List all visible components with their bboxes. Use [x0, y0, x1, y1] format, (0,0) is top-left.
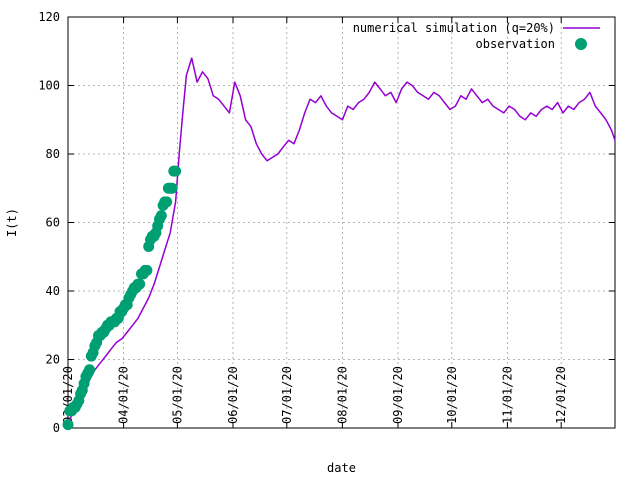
y-axis-label: I(t) — [5, 208, 19, 237]
observation-point — [62, 419, 74, 431]
grid — [68, 17, 615, 428]
observation-point — [170, 165, 182, 177]
x-tick-label: 10/01/20 — [445, 366, 459, 424]
series-line-simulation — [67, 57, 616, 425]
x-tick-label: 06/01/20 — [226, 366, 240, 424]
observation-point — [161, 196, 173, 208]
y-tick-labels: 0 20 40 60 80 100 120 — [38, 10, 60, 435]
x-tick-label: 09/01/20 — [391, 366, 405, 424]
observation-point — [141, 264, 153, 276]
y-tick-label: 0 — [53, 421, 60, 435]
observation-point — [84, 364, 95, 376]
axis-ticks — [67, 16, 615, 429]
x-tick-label: 05/01/20 — [170, 366, 184, 424]
legend-swatch-observation — [575, 38, 587, 50]
legend-label-observation: observation — [476, 37, 555, 51]
y-tick-label: 40 — [46, 284, 60, 298]
series-layer — [62, 57, 616, 431]
legend: numerical simulation (q=20%) observation — [353, 21, 600, 51]
x-tick-label: 11/01/20 — [500, 366, 514, 424]
legend-label-simulation: numerical simulation (q=20%) — [353, 21, 555, 35]
y-tick-label: 20 — [46, 353, 60, 367]
observation-point — [134, 278, 146, 290]
y-tick-label: 100 — [38, 79, 60, 93]
plot-frame — [67, 16, 616, 429]
observation-point — [166, 182, 178, 194]
y-tick-label: 120 — [38, 10, 60, 24]
observation-point — [155, 210, 167, 222]
x-tick-label: 07/01/20 — [280, 366, 294, 424]
y-tick-label: 60 — [46, 216, 60, 230]
x-axis-label: date — [327, 461, 356, 475]
x-tick-labels: 03/01/20 04/01/20 05/01/20 06/01/20 07/01/20… — [61, 366, 568, 424]
x-tick-label: 04/01/20 — [117, 366, 131, 424]
y-tick-label: 80 — [46, 147, 60, 161]
x-tick-label: 08/01/20 — [335, 366, 349, 424]
x-tick-label: 12/01/20 — [554, 366, 568, 424]
